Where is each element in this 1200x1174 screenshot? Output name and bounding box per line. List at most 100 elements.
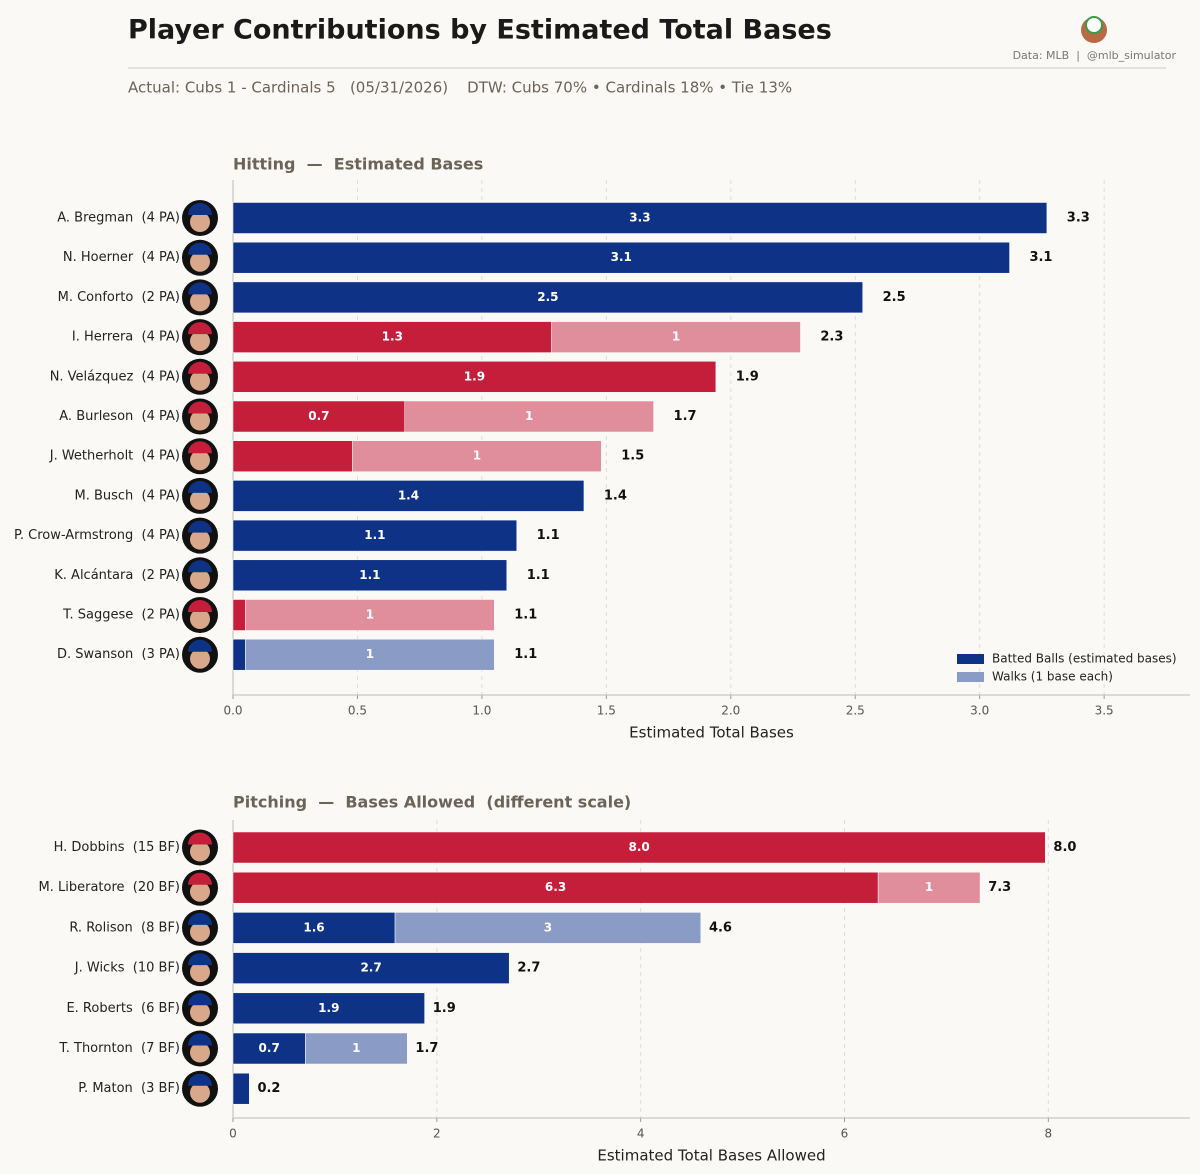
total-label: 1.1 — [514, 647, 537, 662]
legend-swatch — [957, 654, 984, 664]
avatar-cap — [188, 639, 212, 652]
y-tick-label: J. Wetherholt (4 PA) — [49, 449, 180, 464]
value-label: 1 — [925, 880, 933, 894]
y-tick-label: I. Herrera (4 PA) — [72, 330, 180, 345]
value-label: 1.6 — [303, 920, 324, 934]
value-label: 1 — [525, 409, 533, 423]
x-tick-label: 2 — [433, 1127, 441, 1141]
x-tick-label: 3.5 — [1095, 704, 1114, 718]
y-tick-label: M. Conforto (2 PA) — [58, 290, 180, 305]
total-label: 0.2 — [257, 1081, 280, 1096]
bar-segment — [232, 202, 1048, 234]
avatar-face — [190, 1002, 210, 1023]
avatar-face — [190, 370, 210, 391]
avatar-face — [190, 489, 210, 510]
bar-segment — [245, 599, 495, 631]
y-tick-label: N. Hoerner (4 PA) — [63, 250, 180, 265]
avatar-face — [190, 921, 210, 942]
total-label: 3.3 — [1067, 211, 1090, 226]
y-tick-label: A. Bregman (4 PA) — [57, 211, 180, 226]
avatar-cap — [188, 912, 212, 925]
avatar-cap — [188, 361, 212, 374]
chart-title: Pitching — Bases Allowed (different scal… — [233, 793, 631, 812]
value-label: 1 — [352, 1041, 360, 1055]
bar-segment — [394, 912, 702, 944]
avatar-cap — [188, 993, 212, 1006]
avatar-face — [190, 569, 210, 590]
total-label: 2.3 — [820, 330, 843, 345]
avatar-cap — [188, 401, 212, 414]
y-tick-label: A. Burleson (4 PA) — [59, 409, 180, 424]
total-label: 1.5 — [621, 449, 644, 464]
avatar-face — [190, 212, 210, 232]
legend-label: Batted Balls (estimated bases) — [992, 652, 1177, 666]
avatar-cap — [188, 441, 212, 454]
y-tick-label: D. Swanson (3 PA) — [57, 647, 180, 662]
y-tick-label: P. Crow-Armstrong (4 PA) — [14, 528, 180, 543]
x-axis-label: Estimated Total Bases Allowed — [597, 1147, 825, 1165]
legend-label: Walks (1 base each) — [992, 670, 1113, 684]
avatar-face — [190, 450, 210, 471]
avatar-face — [190, 529, 210, 550]
y-tick-label: H. Dobbins (15 BF) — [54, 840, 180, 855]
y-tick-label: M. Liberatore (20 BF) — [39, 880, 180, 895]
chart: Pitching — Bases Allowed (different scal… — [39, 793, 1190, 1165]
logo — [1081, 16, 1107, 43]
x-tick-label: 8 — [1045, 1127, 1053, 1141]
value-label: 3.1 — [611, 250, 632, 264]
total-label: 1.7 — [674, 409, 697, 424]
avatar-face — [190, 881, 210, 902]
avatar-cap — [188, 480, 212, 493]
avatar-cap — [188, 282, 212, 295]
avatar-face — [190, 331, 210, 352]
x-tick-label: 2.5 — [846, 704, 865, 718]
bar-segment — [232, 400, 405, 433]
avatar-cap — [188, 322, 212, 335]
subtitle: Actual: Cubs 1 - Cardinals 5 (05/31/2026… — [128, 79, 792, 97]
avatar-cap — [188, 953, 212, 966]
bar-segment — [232, 519, 517, 552]
total-label: 1.4 — [604, 488, 627, 503]
value-label: 1.1 — [364, 528, 385, 542]
total-label: 1.9 — [736, 369, 759, 384]
avatar-cap — [188, 1033, 212, 1046]
avatar-face — [190, 962, 210, 983]
total-label: 8.0 — [1053, 840, 1076, 855]
avatar-cap — [188, 600, 212, 612]
avatar-cap — [188, 203, 212, 215]
y-tick-label: M. Busch (4 PA) — [74, 488, 180, 503]
total-label: 1.1 — [537, 528, 560, 543]
legend-swatch — [957, 672, 984, 682]
bar-segment — [245, 638, 495, 671]
y-tick-label: K. Alcántara (2 PA) — [54, 568, 180, 583]
x-tick-label: 4 — [637, 1127, 645, 1141]
value-label: 3 — [544, 920, 552, 934]
avatar-cap — [188, 832, 212, 845]
y-tick-label: P. Maton (3 BF) — [78, 1081, 180, 1096]
value-label: 2.7 — [360, 961, 381, 975]
value-label: 3.3 — [629, 211, 650, 225]
bar-segment — [232, 1072, 250, 1105]
value-label: 0.7 — [308, 409, 329, 423]
value-label: 1 — [366, 647, 374, 661]
bar-segment — [232, 241, 1010, 274]
bar-segment — [232, 361, 717, 393]
avatar-face — [190, 291, 210, 312]
bar-segment — [232, 831, 1046, 864]
avatar-face — [190, 841, 210, 862]
bar-segment — [232, 599, 246, 631]
value-label: 1.3 — [382, 330, 403, 344]
y-tick-label: R. Rolison (8 BF) — [69, 920, 180, 935]
chart: Hitting — Estimated Bases 0.0 0.5 1.0 1.5 2.0… — [14, 155, 1190, 742]
x-tick-label: 6 — [841, 1127, 849, 1141]
avatar-face — [190, 251, 210, 272]
value-label: 1.1 — [359, 568, 380, 582]
avatar-cap — [188, 242, 212, 255]
y-tick-label: E. Roberts (6 BF) — [66, 1001, 180, 1016]
bar-segment — [404, 400, 654, 433]
avatar-cap — [188, 872, 212, 885]
x-tick-label: 3.0 — [970, 704, 989, 718]
y-tick-label: T. Thornton (7 BF) — [58, 1041, 180, 1056]
value-label: 1 — [366, 608, 374, 622]
